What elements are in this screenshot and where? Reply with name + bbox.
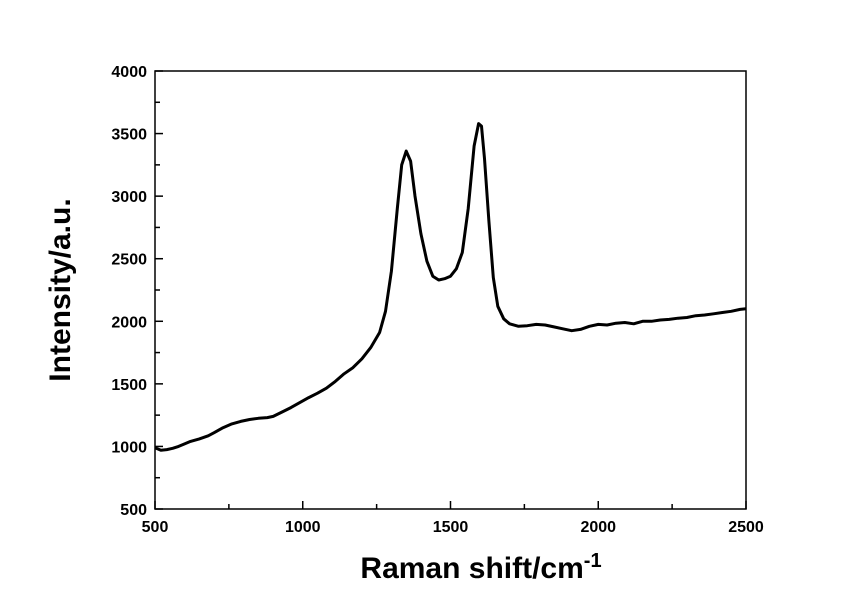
axis-ticks xyxy=(154,70,747,510)
x-tick-label: 2500 xyxy=(728,519,764,536)
y-tick-label: 4000 xyxy=(111,64,147,81)
x-tick-label: 500 xyxy=(142,519,169,536)
x-axis-title: Raman shift/cm-1 xyxy=(360,550,601,585)
plot-frame xyxy=(154,70,747,510)
y-tick-label: 1500 xyxy=(111,377,147,394)
y-axis-title: Intensity/a.u. xyxy=(44,198,77,381)
x-tick-label: 2000 xyxy=(580,519,616,536)
axis-tick-labels: 500 1000 1500 2000 2500 500 1000 1500 2000 2500 30… xyxy=(111,64,763,536)
y-tick-label: 2000 xyxy=(111,314,147,331)
y-tick-label: 3000 xyxy=(111,189,147,206)
spectrum-line xyxy=(154,122,747,452)
y-tick-label: 3500 xyxy=(111,127,147,144)
y-tick-label: 500 xyxy=(120,502,147,519)
y-tick-label: 2500 xyxy=(111,252,147,269)
x-tick-label: 1000 xyxy=(285,519,321,536)
x-tick-label: 1500 xyxy=(433,519,469,536)
y-tick-label: 1000 xyxy=(111,439,147,456)
